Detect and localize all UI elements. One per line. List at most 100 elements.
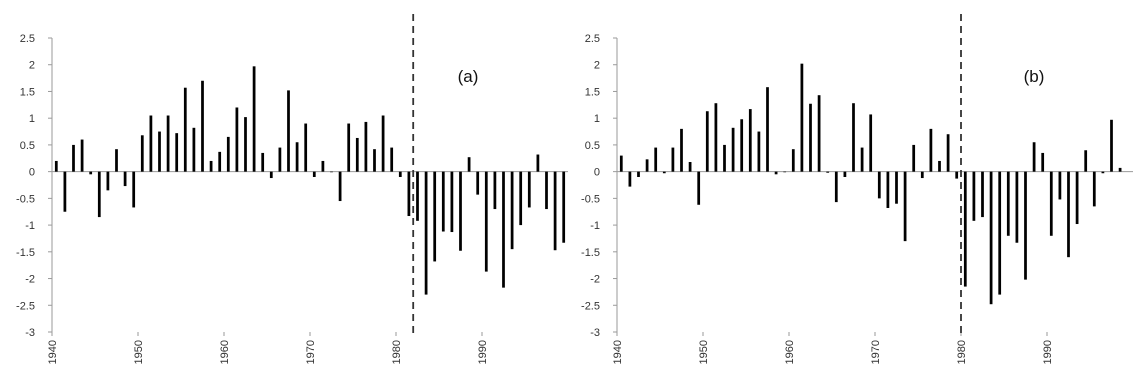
bar-1945: [97, 171, 101, 218]
bar-1959: [783, 171, 787, 173]
bar-1972: [330, 171, 333, 173]
bar-1965: [269, 171, 273, 179]
bar-1944: [654, 147, 658, 172]
bar-1955: [748, 109, 752, 172]
bar-1956: [757, 131, 761, 172]
bar-1979: [390, 147, 394, 172]
bar-1987: [459, 171, 462, 251]
bar-1991: [493, 171, 497, 210]
bar-1992: [502, 171, 505, 288]
bar-1960: [226, 136, 230, 172]
bar-1958: [774, 171, 778, 175]
bar-1974: [912, 144, 916, 172]
bar-1998: [553, 171, 557, 251]
x-tick-label: 1970: [305, 340, 317, 364]
bar-1970: [312, 171, 316, 177]
bar-1957: [766, 87, 769, 172]
bar-1947: [680, 128, 683, 172]
bar-1975: [920, 171, 924, 179]
bar-1954: [175, 133, 179, 172]
bar-1997: [1110, 119, 1113, 172]
bar-1948: [123, 171, 127, 187]
bar-1953: [166, 115, 170, 172]
bar-1997: [545, 171, 548, 210]
bar-1945: [662, 171, 666, 174]
bar-1986: [450, 171, 454, 233]
bar-1980: [398, 171, 402, 177]
bar-1973: [903, 171, 907, 242]
bar-1988: [467, 157, 471, 172]
bar-1966: [843, 171, 847, 177]
chart-panel-b: 2.5 2 1.5 1 0.5 0 -0.5 -1 -1.5 -2 -2.5 -3 1940 1950 19…: [581, 14, 1133, 364]
bar-1995: [527, 171, 531, 208]
bar-1982: [416, 171, 419, 221]
x-tick-label: 1990: [477, 340, 489, 364]
bar-1998: [1118, 167, 1122, 172]
bar-1994: [1084, 150, 1088, 172]
bar-1969: [304, 123, 308, 172]
bar-1941: [63, 171, 67, 212]
y-tick-label: 2: [594, 60, 600, 72]
y-tick-label: -0.5: [16, 193, 35, 205]
bar-1978: [381, 115, 385, 172]
y-tick-label: 0.5: [20, 140, 35, 152]
bar-1951: [149, 115, 153, 172]
y-tick-label: 2.5: [20, 33, 35, 45]
x-tick-label: 1950: [133, 340, 145, 364]
bar-1957: [201, 80, 204, 172]
y-tick-label: -3: [25, 327, 35, 339]
y-tick-label: -3: [590, 327, 600, 339]
bar-1985: [1006, 171, 1010, 236]
bar-1989: [1041, 152, 1045, 172]
bar-1981: [972, 171, 976, 221]
x-tick-label: 1940: [47, 340, 59, 364]
x-tick-label: 1960: [784, 340, 796, 364]
y-tick-label: -2: [590, 274, 600, 286]
bar-1961: [235, 107, 239, 172]
bar-1944: [89, 171, 93, 175]
bar-1954: [740, 119, 744, 172]
y-tick-label: -1: [25, 220, 35, 232]
bar-1990: [484, 171, 488, 272]
bar-1984: [433, 171, 437, 262]
bar-1993: [510, 171, 514, 250]
y-tick-label: -2.5: [581, 300, 600, 312]
bar-1977: [938, 160, 941, 172]
bar-1940: [54, 160, 58, 172]
y-tick-label: 1: [594, 113, 600, 125]
bar-1962: [809, 103, 812, 172]
bar-1970: [877, 171, 881, 199]
bar-1946: [671, 147, 675, 172]
y-tick-label: -2.5: [16, 300, 35, 312]
bar-1967: [287, 90, 290, 172]
bar-1940: [619, 155, 623, 172]
bar-1990: [1049, 171, 1053, 236]
bar-1961: [800, 63, 804, 172]
bar-1993: [1075, 171, 1079, 225]
bar-1981: [407, 171, 411, 217]
bar-1963: [252, 66, 256, 172]
bar-1943: [645, 159, 649, 172]
bar-1948: [688, 162, 692, 172]
y-tick-label: 0: [594, 167, 600, 179]
bar-1974: [347, 123, 351, 172]
y-tick-label: 2: [29, 60, 35, 72]
bar-1971: [321, 160, 325, 172]
x-tick-label: 1940: [612, 340, 624, 364]
bar-1983: [989, 171, 993, 305]
y-tick-label: 0: [29, 167, 35, 179]
bar-1960: [791, 149, 795, 172]
bar-1951: [714, 103, 718, 172]
bar-1983: [424, 171, 428, 295]
bar-1985: [441, 171, 445, 232]
bar-1976: [364, 121, 368, 172]
bar-1949: [697, 171, 701, 205]
bar-1977: [373, 149, 376, 172]
y-tick-label: -2: [25, 274, 35, 286]
bar-1959: [218, 151, 222, 172]
x-tick-label: 1960: [219, 340, 231, 364]
bar-1949: [132, 171, 136, 208]
bar-1952: [158, 131, 161, 172]
bar-1980: [963, 171, 967, 287]
bar-1953: [731, 127, 735, 172]
